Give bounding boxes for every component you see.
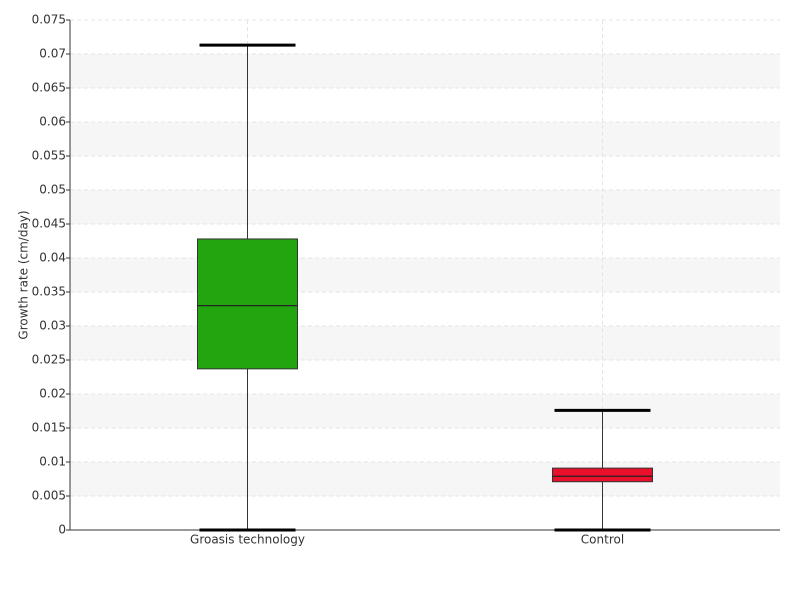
grid-band [70,122,780,156]
y-tick-label: 0.005 [32,489,66,503]
y-tick-label: 0.065 [32,81,66,95]
box [197,238,298,370]
grid-band [70,462,780,496]
y-tick-label: 0.05 [39,183,66,197]
y-tick-label: 0.04 [39,251,66,265]
y-tick-label: 0.02 [39,387,66,401]
y-tick-label: 0.06 [39,115,66,129]
y-tick-label: 0.055 [32,149,66,163]
y-tick-label: 0.035 [32,285,66,299]
grid-band [70,326,780,360]
x-tick-label: Control [581,533,624,547]
box [552,467,653,483]
y-tick-label: 0.07 [39,47,66,61]
y-tick-label: 0.03 [39,319,66,333]
grid-band [70,190,780,224]
y-axis-label: Growth rate (cm/day) [17,210,31,339]
y-tick-label: 0.025 [32,353,66,367]
y-tick-label: 0 [58,523,66,537]
y-tick-label: 0.075 [32,13,66,27]
y-tick-label: 0.015 [32,421,66,435]
grid-band [70,394,780,428]
y-tick-label: 0.01 [39,455,66,469]
grid-band [70,54,780,88]
y-tick-label: 0.045 [32,217,66,231]
grid-band [70,258,780,292]
x-tick-label: Groasis technology [190,533,305,547]
